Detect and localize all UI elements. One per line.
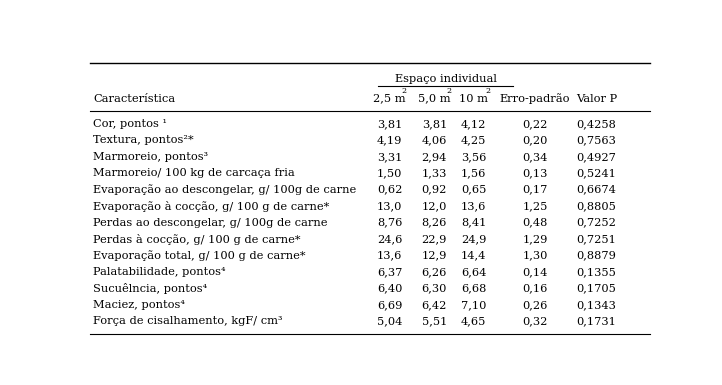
Text: 14,4: 14,4 bbox=[461, 251, 486, 261]
Text: Espaço individual: Espaço individual bbox=[395, 74, 497, 84]
Text: 0,8879: 0,8879 bbox=[577, 251, 617, 261]
Text: 2: 2 bbox=[446, 87, 451, 95]
Text: 6,40: 6,40 bbox=[377, 283, 402, 293]
Text: 0,32: 0,32 bbox=[523, 316, 548, 326]
Text: Sucuêlncia, pontos⁴: Sucuêlncia, pontos⁴ bbox=[93, 283, 207, 295]
Text: Evaporação à cocção, g/ 100 g de carne*: Evaporação à cocção, g/ 100 g de carne* bbox=[93, 201, 329, 212]
Text: Marmoreio, pontos³: Marmoreio, pontos³ bbox=[93, 152, 208, 162]
Text: 0,8805: 0,8805 bbox=[577, 201, 617, 211]
Text: Valor P: Valor P bbox=[576, 94, 617, 104]
Text: 4,25: 4,25 bbox=[461, 135, 486, 145]
Text: 22,9: 22,9 bbox=[422, 234, 447, 244]
Text: 0,26: 0,26 bbox=[523, 300, 548, 310]
Text: 13,0: 13,0 bbox=[377, 201, 402, 211]
Text: 7,10: 7,10 bbox=[461, 300, 486, 310]
Text: Palatabilidade, pontos⁴: Palatabilidade, pontos⁴ bbox=[93, 267, 225, 277]
Text: 0,4258: 0,4258 bbox=[577, 119, 617, 129]
Text: 12,9: 12,9 bbox=[422, 251, 447, 261]
Text: 3,31: 3,31 bbox=[377, 152, 402, 162]
Text: 0,5241: 0,5241 bbox=[577, 168, 617, 178]
Text: 2,5 m: 2,5 m bbox=[373, 94, 406, 104]
Text: Cor, pontos ¹: Cor, pontos ¹ bbox=[93, 119, 167, 129]
Text: 6,68: 6,68 bbox=[461, 283, 486, 293]
Text: 6,69: 6,69 bbox=[377, 300, 402, 310]
Text: Evaporação ao descongelar, g/ 100g de carne: Evaporação ao descongelar, g/ 100g de ca… bbox=[93, 185, 356, 196]
Text: 0,17: 0,17 bbox=[523, 185, 548, 195]
Text: 1,29: 1,29 bbox=[523, 234, 548, 244]
Text: Perdas ao descongelar, g/ 100g de carne: Perdas ao descongelar, g/ 100g de carne bbox=[93, 218, 328, 228]
Text: 6,30: 6,30 bbox=[422, 283, 447, 293]
Text: Evaporação total, g/ 100 g de carne*: Evaporação total, g/ 100 g de carne* bbox=[93, 251, 305, 261]
Text: 0,92: 0,92 bbox=[422, 185, 447, 195]
Text: 2: 2 bbox=[401, 87, 406, 95]
Text: 0,48: 0,48 bbox=[523, 218, 548, 228]
Text: 13,6: 13,6 bbox=[461, 201, 486, 211]
Text: 24,9: 24,9 bbox=[461, 234, 486, 244]
Text: Erro-padrão: Erro-padrão bbox=[500, 94, 570, 104]
Text: 0,6674: 0,6674 bbox=[577, 185, 617, 195]
Text: 13,6: 13,6 bbox=[377, 251, 402, 261]
Text: 0,34: 0,34 bbox=[523, 152, 548, 162]
Text: 1,50: 1,50 bbox=[377, 168, 402, 178]
Text: 6,64: 6,64 bbox=[461, 267, 486, 277]
Text: 6,42: 6,42 bbox=[422, 300, 447, 310]
Text: 4,12: 4,12 bbox=[461, 119, 486, 129]
Text: 0,13: 0,13 bbox=[523, 168, 548, 178]
Text: 1,33: 1,33 bbox=[422, 168, 447, 178]
Text: 0,22: 0,22 bbox=[523, 119, 548, 129]
Text: 6,26: 6,26 bbox=[422, 267, 447, 277]
Text: 10 m: 10 m bbox=[459, 94, 488, 104]
Text: 1,25: 1,25 bbox=[523, 201, 548, 211]
Text: 0,7252: 0,7252 bbox=[577, 218, 617, 228]
Text: 1,56: 1,56 bbox=[461, 168, 486, 178]
Text: 3,81: 3,81 bbox=[422, 119, 447, 129]
Text: 2,94: 2,94 bbox=[422, 152, 447, 162]
Text: 1,30: 1,30 bbox=[523, 251, 548, 261]
Text: Perdas à cocção, g/ 100 g de carne*: Perdas à cocção, g/ 100 g de carne* bbox=[93, 234, 300, 245]
Text: 8,26: 8,26 bbox=[422, 218, 447, 228]
Text: 0,1343: 0,1343 bbox=[577, 300, 617, 310]
Text: 4,65: 4,65 bbox=[461, 316, 486, 326]
Text: 0,7251: 0,7251 bbox=[577, 234, 617, 244]
Text: 4,19: 4,19 bbox=[377, 135, 402, 145]
Text: Textura, pontos²*: Textura, pontos²* bbox=[93, 135, 193, 145]
Text: 0,16: 0,16 bbox=[523, 283, 548, 293]
Text: 24,6: 24,6 bbox=[377, 234, 402, 244]
Text: 0,4927: 0,4927 bbox=[577, 152, 617, 162]
Text: 0,1705: 0,1705 bbox=[577, 283, 617, 293]
Text: 8,41: 8,41 bbox=[461, 218, 486, 228]
Text: 3,81: 3,81 bbox=[377, 119, 402, 129]
Text: 5,04: 5,04 bbox=[377, 316, 402, 326]
Text: 0,1355: 0,1355 bbox=[577, 267, 617, 277]
Text: 0,65: 0,65 bbox=[461, 185, 486, 195]
Text: 0,14: 0,14 bbox=[523, 267, 548, 277]
Text: Característica: Característica bbox=[93, 94, 175, 104]
Text: 0,1731: 0,1731 bbox=[577, 316, 617, 326]
Text: Força de cisalhamento, kgF/ cm³: Força de cisalhamento, kgF/ cm³ bbox=[93, 316, 282, 326]
Text: 3,56: 3,56 bbox=[461, 152, 486, 162]
Text: 4,06: 4,06 bbox=[422, 135, 447, 145]
Text: 2: 2 bbox=[486, 87, 490, 95]
Text: Maciez, pontos⁴: Maciez, pontos⁴ bbox=[93, 300, 185, 310]
Text: 0,62: 0,62 bbox=[377, 185, 402, 195]
Text: 8,76: 8,76 bbox=[377, 218, 402, 228]
Text: 5,51: 5,51 bbox=[422, 316, 447, 326]
Text: 5,0 m: 5,0 m bbox=[418, 94, 451, 104]
Text: 0,7563: 0,7563 bbox=[577, 135, 617, 145]
Text: 6,37: 6,37 bbox=[377, 267, 402, 277]
Text: Marmoreio/ 100 kg de carcaça fria: Marmoreio/ 100 kg de carcaça fria bbox=[93, 168, 295, 178]
Text: 0,20: 0,20 bbox=[523, 135, 548, 145]
Text: 12,0: 12,0 bbox=[422, 201, 447, 211]
